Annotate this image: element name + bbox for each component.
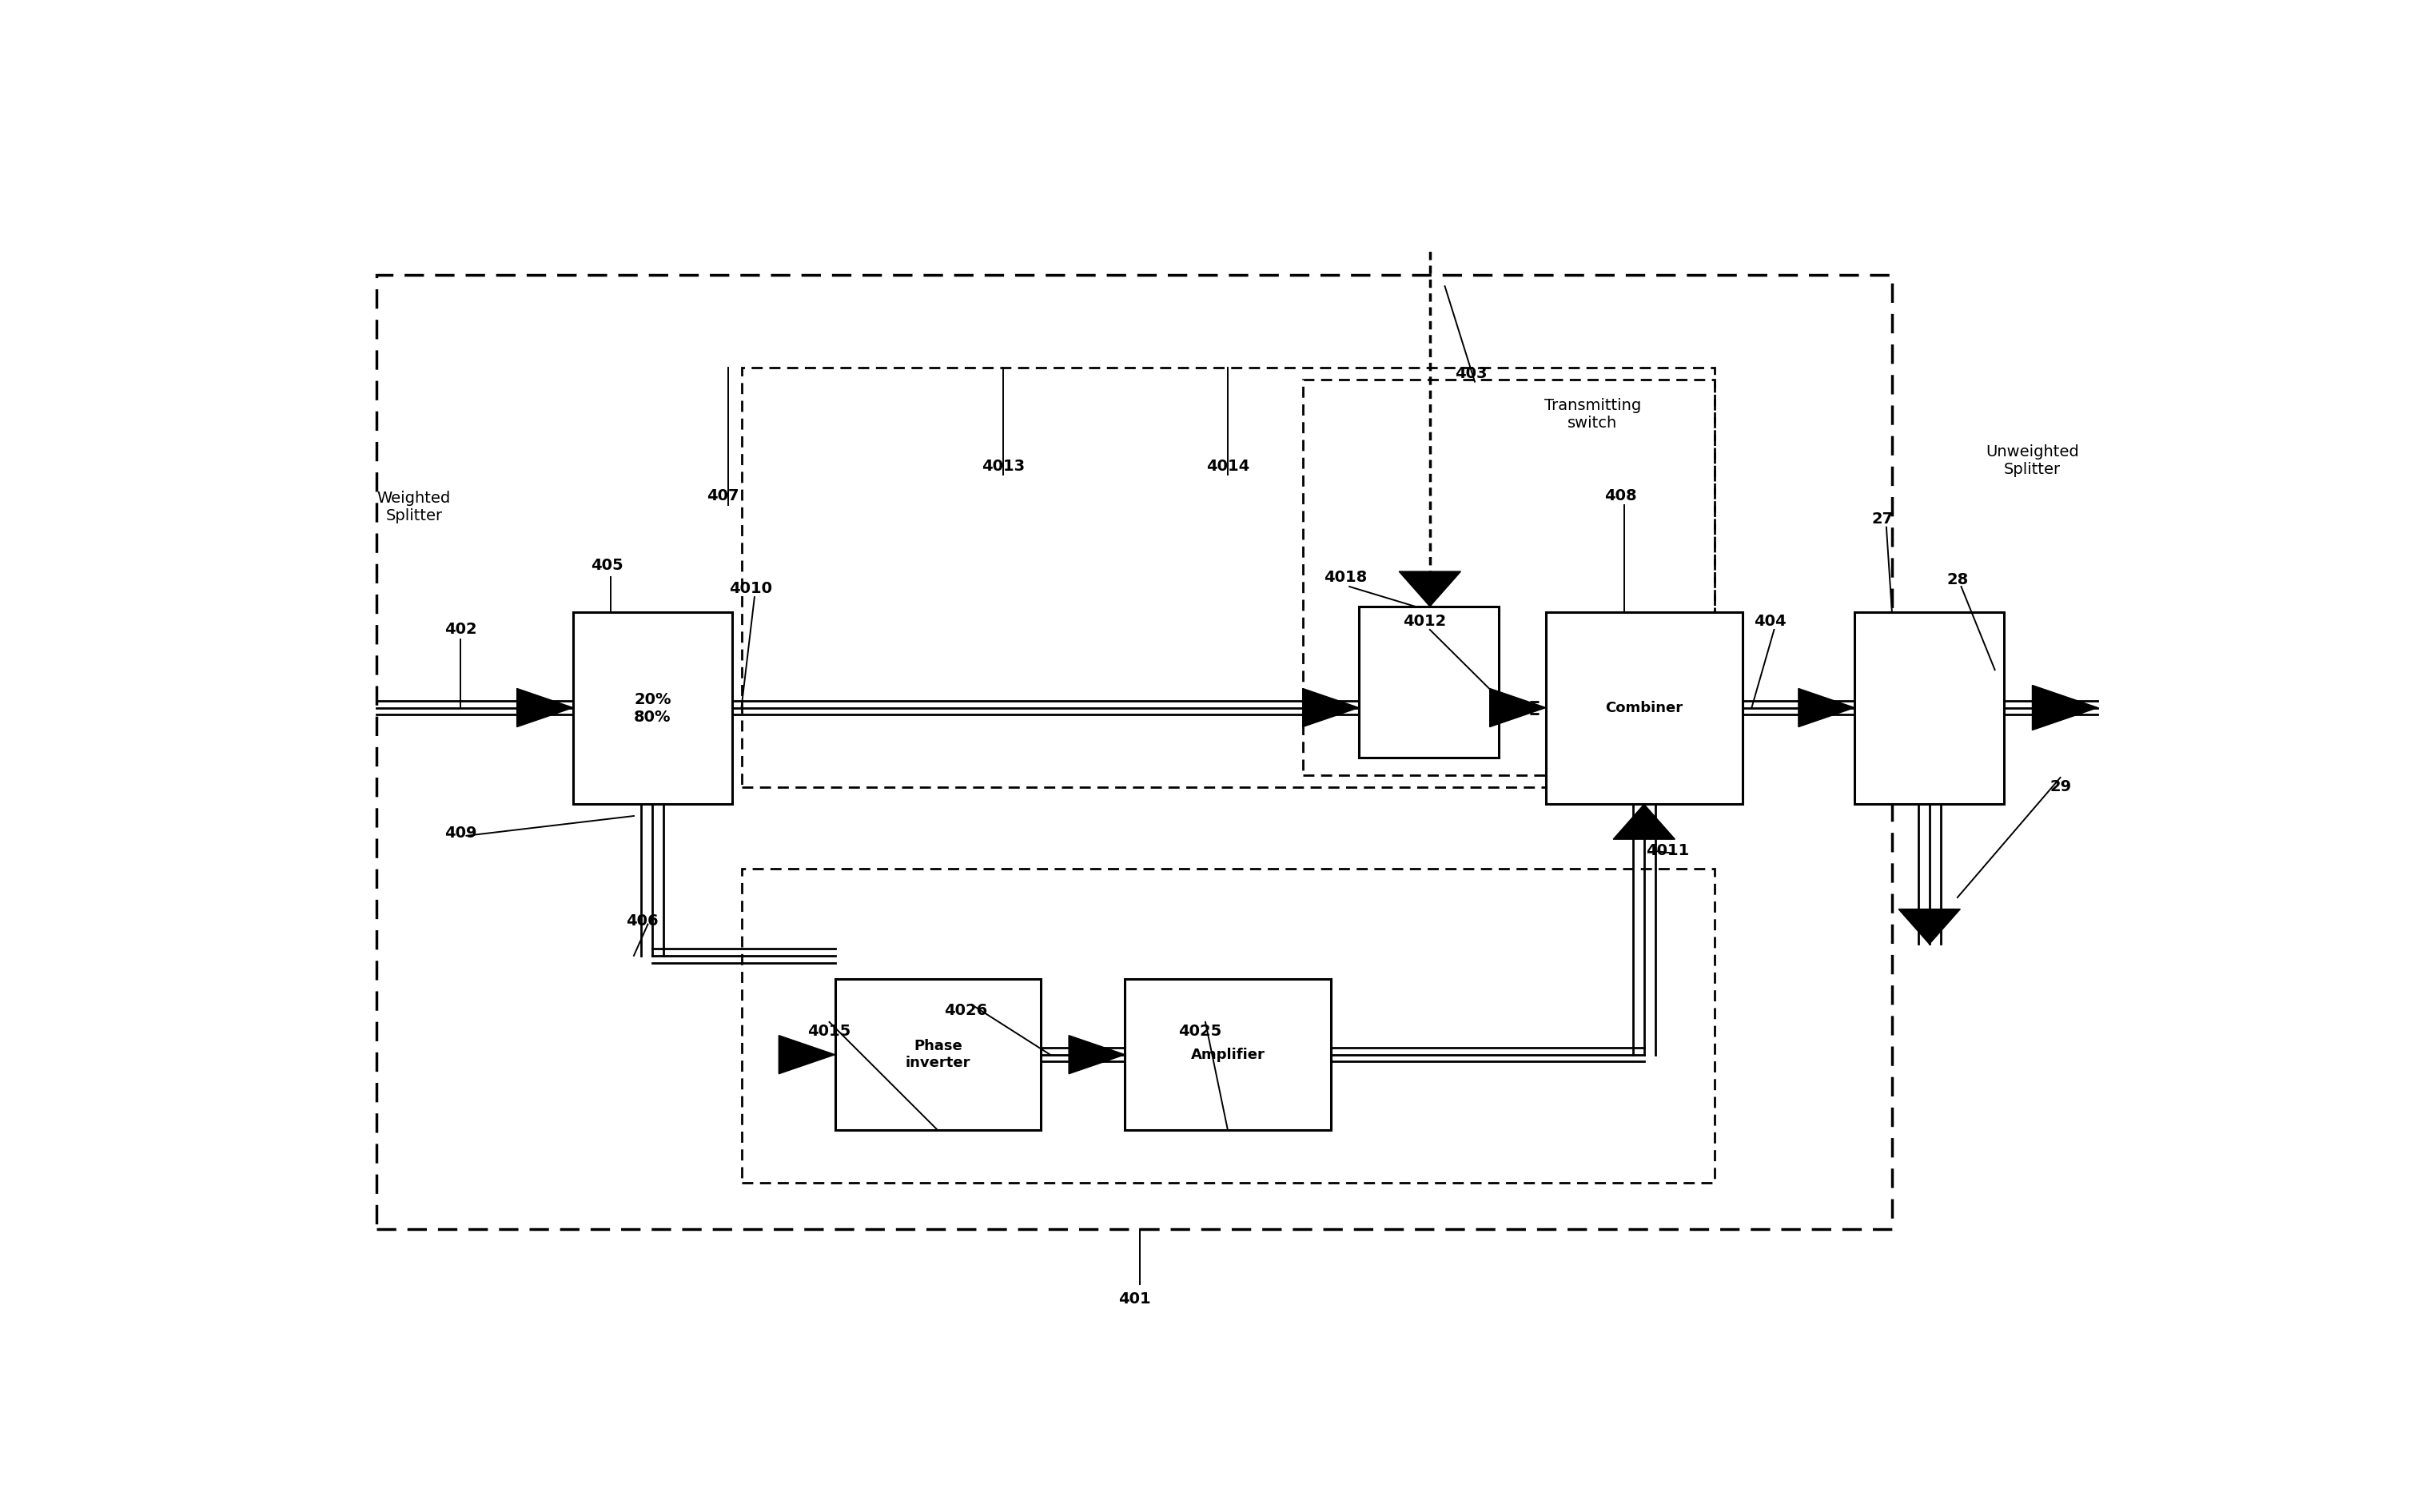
Text: 4011: 4011 bbox=[1646, 844, 1690, 859]
Text: 405: 405 bbox=[591, 558, 623, 573]
Polygon shape bbox=[1400, 572, 1460, 606]
Text: 406: 406 bbox=[625, 913, 659, 928]
Text: Transmitting
switch: Transmitting switch bbox=[1545, 398, 1642, 431]
Bar bbox=[1854, 612, 2004, 804]
Bar bbox=[741, 367, 1714, 786]
Bar bbox=[572, 612, 731, 804]
Text: Amplifier: Amplifier bbox=[1190, 1048, 1265, 1061]
Text: 4026: 4026 bbox=[944, 1002, 987, 1018]
Text: Combiner: Combiner bbox=[1605, 702, 1683, 715]
Text: 27: 27 bbox=[1871, 511, 1893, 526]
Text: 29: 29 bbox=[2049, 779, 2071, 794]
Polygon shape bbox=[1069, 1036, 1125, 1074]
Text: 4010: 4010 bbox=[729, 581, 772, 597]
Text: Phase
inverter: Phase inverter bbox=[905, 1039, 970, 1070]
Text: 402: 402 bbox=[444, 621, 478, 637]
Text: Weighted
Splitter: Weighted Splitter bbox=[377, 491, 451, 523]
Polygon shape bbox=[1897, 909, 1960, 943]
Bar bbox=[741, 868, 1714, 1182]
Text: 403: 403 bbox=[1456, 366, 1487, 381]
Text: Unweighted
Splitter: Unweighted Splitter bbox=[1987, 445, 2078, 478]
Text: 4015: 4015 bbox=[809, 1024, 852, 1039]
Polygon shape bbox=[780, 1036, 835, 1074]
Text: 4013: 4013 bbox=[982, 460, 1026, 475]
Text: 409: 409 bbox=[444, 826, 478, 841]
Bar bbox=[835, 978, 1040, 1131]
Text: 4012: 4012 bbox=[1403, 614, 1446, 629]
Text: 401: 401 bbox=[1118, 1291, 1151, 1306]
Text: 404: 404 bbox=[1755, 614, 1786, 629]
Bar bbox=[1359, 606, 1499, 758]
Polygon shape bbox=[1798, 688, 1854, 727]
Polygon shape bbox=[1613, 804, 1675, 839]
Bar bbox=[377, 275, 1893, 1229]
Bar bbox=[1545, 612, 1743, 804]
Text: 408: 408 bbox=[1605, 488, 1637, 503]
Text: 4018: 4018 bbox=[1323, 570, 1366, 585]
Polygon shape bbox=[2033, 685, 2098, 730]
Bar bbox=[1304, 380, 1714, 776]
Text: 407: 407 bbox=[707, 488, 739, 503]
Polygon shape bbox=[1489, 688, 1545, 727]
Text: 4025: 4025 bbox=[1178, 1024, 1221, 1039]
Polygon shape bbox=[517, 688, 572, 727]
Text: 28: 28 bbox=[1946, 572, 1967, 587]
Text: 4014: 4014 bbox=[1207, 460, 1250, 475]
Polygon shape bbox=[1304, 688, 1359, 727]
Text: 20%
80%: 20% 80% bbox=[635, 692, 671, 724]
Bar bbox=[1125, 978, 1330, 1131]
